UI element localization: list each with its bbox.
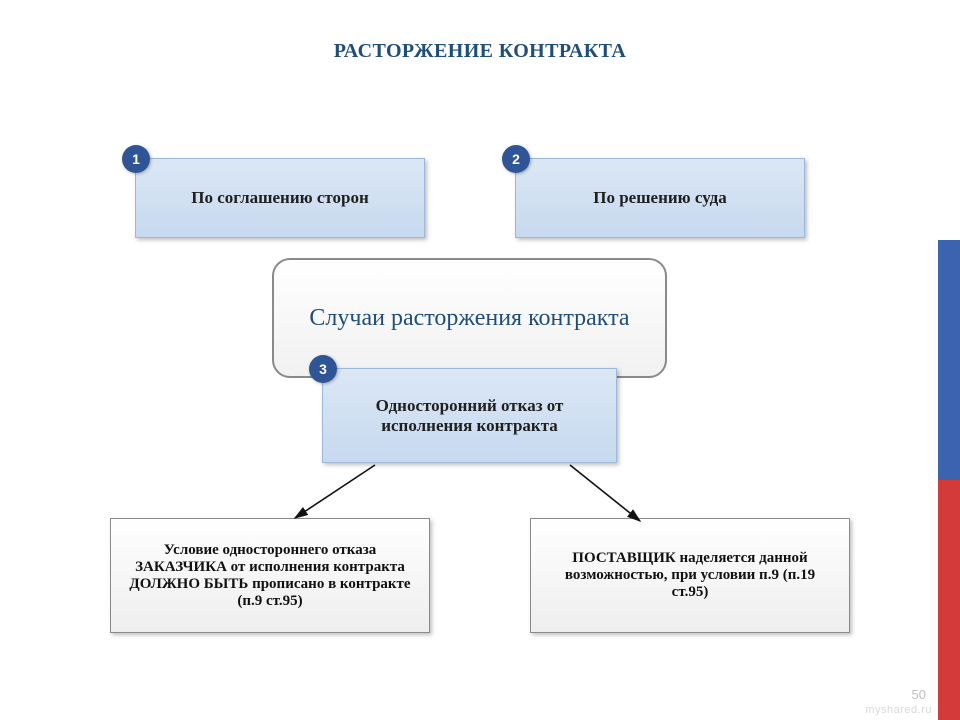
arrow-to-supplier	[570, 465, 640, 521]
case-box-2: 2 По решению суда	[515, 158, 805, 238]
page-number: 50	[912, 687, 926, 702]
case-box-2-label: По решению суда	[593, 188, 727, 208]
flag-stripe-white	[938, 0, 960, 240]
footer-box-supplier: ПОСТАВЩИК наделяется данной возможностью…	[530, 518, 850, 633]
case-box-3: 3 Односторонний отказ от исполнения конт…	[322, 368, 617, 463]
footer-box-customer: Условие одностороннего отказа ЗАКАЗЧИКА …	[110, 518, 430, 633]
flag-stripe-blue	[938, 240, 960, 480]
badge-1: 1	[122, 145, 150, 173]
watermark: myshared.ru	[865, 704, 932, 716]
arrow-to-customer	[295, 465, 375, 518]
page-title: РАСТОРЖЕНИЕ КОНТРАКТА	[0, 40, 960, 63]
badge-3: 3	[309, 355, 337, 383]
flag-stripe-red	[938, 480, 960, 720]
case-box-1: 1 По соглашению сторон	[135, 158, 425, 238]
case-box-1-label: По соглашению сторон	[191, 188, 369, 208]
case-box-3-label: Односторонний отказ от исполнения контра…	[337, 396, 602, 436]
badge-2: 2	[502, 145, 530, 173]
